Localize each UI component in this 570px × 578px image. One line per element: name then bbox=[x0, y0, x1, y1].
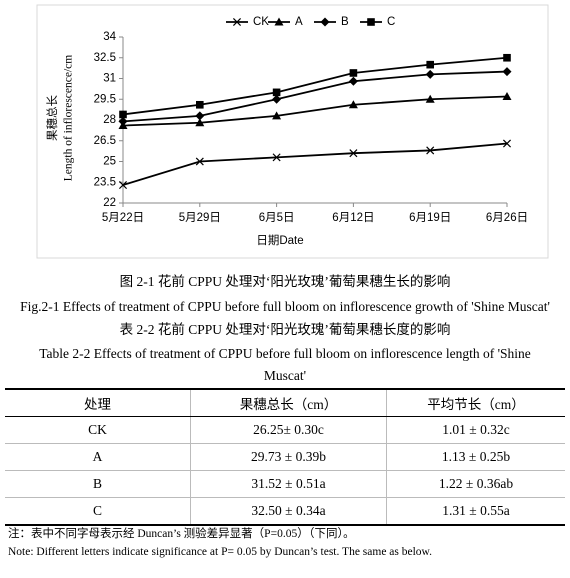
marker bbox=[502, 91, 512, 100]
y-tick-label: 26.5 bbox=[94, 135, 116, 147]
marker bbox=[425, 69, 435, 79]
marker bbox=[348, 100, 358, 109]
y-tick-label: 32.5 bbox=[94, 52, 116, 64]
data-table: 处理 果穗总长（cm） 平均节长（cm） CK 26.25± 0.30c 1.01 … bbox=[5, 388, 565, 526]
marker bbox=[425, 94, 435, 103]
series-line bbox=[122, 142, 508, 186]
series-line bbox=[122, 56, 508, 116]
chart: 果穗总长 Length of inflorescence/cm 日期Date 2… bbox=[36, 4, 549, 259]
table-row: A 29.73 ± 0.39b 1.13 ± 0.25b bbox=[5, 443, 565, 471]
marker bbox=[272, 153, 281, 162]
table-cell: 1.13 ± 0.25b bbox=[386, 443, 565, 471]
marker bbox=[274, 17, 284, 26]
marker bbox=[232, 17, 242, 27]
y-tick-label: 28 bbox=[103, 114, 116, 126]
x-tick-label: 6月26日 bbox=[486, 212, 528, 224]
marker bbox=[320, 17, 330, 27]
table-row: B 31.52 ± 0.51a 1.22 ± 0.36ab bbox=[5, 470, 565, 498]
marker bbox=[502, 67, 512, 77]
y-axis-label-en: Length of inflorescence/cm bbox=[63, 55, 75, 181]
marker bbox=[503, 53, 511, 62]
table-row: CK 26.25± 0.30c 1.01 ± 0.32c bbox=[5, 416, 565, 444]
table-cell: 32.50 ± 0.34a bbox=[190, 497, 387, 526]
table-cell: 1.31 ± 0.55a bbox=[386, 497, 565, 526]
legend-label: B bbox=[341, 16, 349, 28]
table-cell: 31.52 ± 0.51a bbox=[190, 470, 387, 498]
table-cell: 26.25± 0.30c bbox=[190, 416, 387, 444]
marker bbox=[272, 111, 282, 120]
table-cell: B bbox=[5, 470, 191, 498]
y-tick-label: 29.5 bbox=[94, 93, 116, 105]
table-cell: 1.01 ± 0.32c bbox=[386, 416, 565, 444]
marker bbox=[349, 149, 358, 158]
table-cell: A bbox=[5, 443, 191, 471]
marker bbox=[195, 111, 205, 121]
table-cell: C bbox=[5, 497, 191, 526]
marker bbox=[118, 116, 128, 126]
header-cell: 果穗总长（cm） bbox=[190, 389, 387, 417]
legend-label: CK bbox=[253, 16, 269, 28]
marker bbox=[502, 139, 512, 148]
header-row: 处理 果穗总长（cm） 平均节长（cm） bbox=[5, 389, 565, 417]
marker bbox=[348, 76, 358, 86]
table-cell: 29.73 ± 0.39b bbox=[190, 443, 387, 471]
marker bbox=[272, 94, 282, 104]
y-axis-label-cn: 果穗总长 bbox=[45, 95, 59, 141]
marker bbox=[119, 110, 127, 119]
table-cell: CK bbox=[5, 416, 191, 444]
y-tick-label: 22 bbox=[103, 197, 116, 209]
header-cell: 处理 bbox=[5, 389, 191, 417]
x-tick-label: 5月29日 bbox=[179, 212, 221, 224]
marker bbox=[349, 69, 358, 77]
header-cell: 平均节长（cm） bbox=[386, 389, 565, 417]
marker bbox=[118, 180, 128, 190]
marker bbox=[367, 18, 375, 26]
marker bbox=[426, 146, 435, 155]
marker bbox=[426, 60, 434, 69]
note-cn: 注：表中不同字母表示经 Duncan’s 测验差异显著（P=0.05）（下同）。 bbox=[8, 528, 355, 540]
figure-caption-en: Fig.2-1 Effects of treatment of CPPU bef… bbox=[20, 299, 550, 314]
x-axis-label: 日期Date bbox=[256, 234, 303, 247]
x-tick-label: 6月19日 bbox=[409, 212, 451, 224]
table-caption-cn: 表 2-2 花前 CPPU 处理对‘阳光玫瑰’葡萄果穗长度的影响 bbox=[119, 322, 451, 337]
y-tick-label: 25 bbox=[103, 156, 116, 168]
x-tick-label: 6月12日 bbox=[332, 212, 374, 224]
x-tick-label: 6月5日 bbox=[259, 212, 295, 224]
marker bbox=[195, 118, 205, 127]
table-row: C 32.50 ± 0.34a 1.31 ± 0.55a bbox=[5, 497, 565, 526]
table-cell: 1.22 ± 0.36ab bbox=[386, 470, 565, 498]
series-line bbox=[122, 70, 508, 123]
y-tick-label: 23.5 bbox=[94, 176, 116, 188]
x-tick-label: 5月22日 bbox=[102, 212, 144, 224]
figure-caption-cn: 图 2-1 花前 CPPU 处理对‘阳光玫瑰’葡萄果穗生长的影响 bbox=[119, 274, 451, 289]
marker bbox=[196, 100, 204, 109]
series-line bbox=[122, 95, 508, 127]
marker bbox=[272, 88, 281, 97]
legend-label: C bbox=[387, 16, 395, 28]
table-body: CK 26.25± 0.30c 1.01 ± 0.32c A 29.73 ± 0.39b… bbox=[5, 416, 565, 526]
note-en: Note: Different letters indicate signifi… bbox=[8, 546, 432, 558]
marker bbox=[195, 157, 204, 166]
chart-border bbox=[36, 4, 549, 259]
y-tick-label: 34 bbox=[103, 31, 116, 43]
legend-label: A bbox=[295, 16, 303, 28]
y-tick-label: 31 bbox=[103, 73, 116, 85]
table-caption-en: Table 2-2 Effects of treatment of CPPU b… bbox=[39, 346, 531, 383]
